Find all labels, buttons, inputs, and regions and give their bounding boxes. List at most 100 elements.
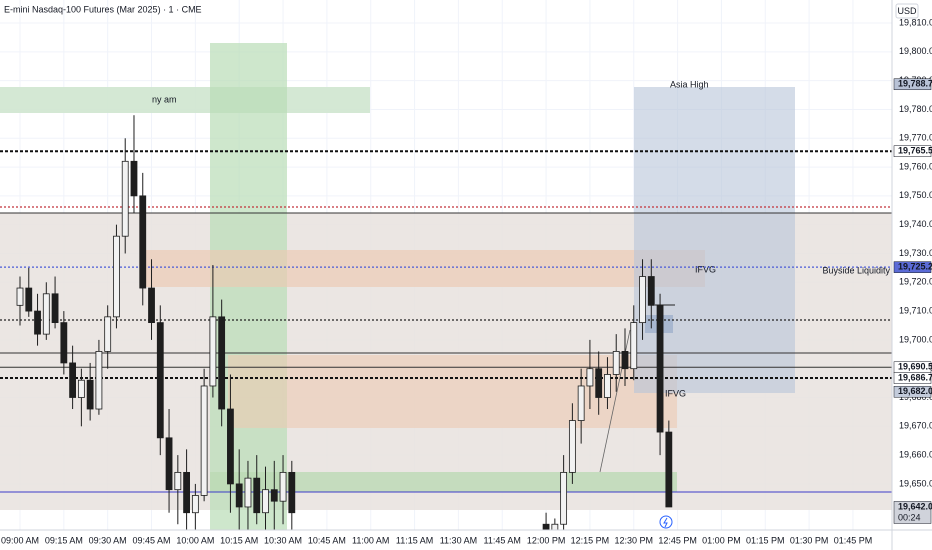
y-tick-label: 19,700.00: [899, 334, 932, 344]
x-tick-label: 10:45 AM: [308, 535, 346, 545]
candle-body: [604, 374, 611, 398]
candle-body: [200, 385, 208, 496]
axis-labels: 19,810.0019,800.0019,790.0019,780.0019,7…: [1, 17, 932, 545]
candle-body: [69, 362, 77, 398]
drawings: ny am IFVG IFVG Asia High: [0, 43, 892, 530]
currency: USD: [897, 6, 917, 16]
candle-body: [95, 351, 103, 410]
x-tick-label: 10:30 AM: [264, 535, 302, 545]
x-tick-label: 11:00 AM: [352, 535, 389, 545]
event-icon[interactable]: [659, 515, 673, 529]
session-box: [0, 87, 370, 113]
price-tag-label: 19,642.00: [898, 501, 932, 511]
x-tick-label: 09:15 AM: [45, 535, 83, 545]
candle-body: [42, 293, 50, 335]
candle-body: [639, 276, 646, 324]
candle-body: [60, 322, 68, 364]
level-note: Buyside Liquidity: [822, 266, 890, 276]
event-icon-bolt: [663, 517, 668, 528]
x-tick-label: 12:45 PM: [658, 535, 697, 545]
candle-body: [86, 379, 94, 410]
candles: [16, 115, 673, 530]
chart-title: E-mini Nasdaq-100 Futures (Mar 2025) · 1…: [4, 4, 202, 14]
candle-body: [262, 489, 269, 514]
price-axis: [892, 0, 932, 550]
candle-body: [174, 471, 182, 491]
price-tag: [893, 501, 932, 524]
y-tick-label: 19,710.00: [899, 305, 932, 315]
candle-body: [244, 477, 252, 508]
candle-body: [113, 235, 120, 318]
price-tag: [893, 372, 932, 384]
candle-body: [253, 477, 261, 514]
candle-body: [121, 160, 129, 237]
annotation: ny am: [152, 94, 177, 104]
x-tick-label: 10:15 AM: [220, 535, 258, 545]
candle-body: [191, 495, 199, 514]
price-tag-label: 19,788.75: [898, 79, 932, 89]
candle-body: [77, 379, 85, 398]
price-tag: [893, 145, 932, 157]
candle-body: [551, 523, 559, 530]
price-tag-label: 19,686.75: [898, 372, 932, 382]
annotation: IFVG: [695, 264, 716, 274]
x-tick-label: 11:45 AM: [484, 535, 521, 545]
y-tick-label: 19,720.00: [899, 277, 932, 287]
x-tick-label: 12:00 PM: [527, 535, 566, 545]
candle-body: [568, 420, 576, 473]
candle-body: [16, 287, 24, 306]
currency-button[interactable]: [895, 3, 919, 19]
x-tick-label: 11:15 AM: [396, 535, 433, 545]
candle-body: [51, 293, 59, 324]
price-levels: Buyside Liquidity: [0, 150, 892, 380]
candle-body: [156, 322, 164, 439]
price-tag-label: 19,765.50: [898, 146, 932, 156]
x-tick-label: 11:30 AM: [440, 535, 477, 545]
price-tag-label: 19,690.50: [898, 362, 932, 372]
price-tag: [893, 385, 932, 398]
countdown: 00:24: [898, 512, 921, 522]
candle-body: [612, 351, 620, 375]
price-tag: [893, 78, 932, 91]
y-tick-label: 19,660.00: [899, 449, 932, 459]
y-tick-label: 19,780.00: [899, 104, 932, 114]
annotation: Asia High: [670, 79, 709, 89]
candle-body: [227, 408, 234, 485]
candle-body: [665, 431, 673, 508]
y-tick-label: 19,800.00: [899, 46, 932, 56]
y-tick-label: 19,670.00: [899, 421, 932, 431]
y-tick-label: 19,770.00: [899, 133, 932, 143]
candle-body: [148, 287, 155, 324]
x-tick-label: 12:30 PM: [614, 535, 653, 545]
y-tick-label: 19,650.00: [899, 478, 932, 488]
candle-body: [647, 276, 655, 306]
x-tick-label: 12:15 PM: [571, 535, 610, 545]
y-tick-label: 19,760.00: [899, 161, 932, 171]
y-tick-label: 19,740.00: [899, 219, 932, 229]
candle-body: [542, 523, 550, 530]
x-tick-label: 01:00 PM: [702, 535, 741, 545]
candle-body: [279, 471, 287, 502]
price-tag-label: 19,682.00: [898, 386, 932, 396]
x-tick-label: 09:30 AM: [89, 535, 127, 545]
candle-body: [34, 310, 41, 335]
annotation: IFVG: [665, 388, 686, 398]
x-tick-label: 09:45 AM: [133, 535, 171, 545]
candle-body: [139, 195, 147, 289]
y-tick-label: 19,730.00: [899, 248, 932, 258]
candle-body: [656, 304, 664, 433]
y-tick-label: 19,750.00: [899, 190, 932, 200]
candle-body: [288, 471, 296, 514]
candle-body: [25, 287, 33, 312]
gap-box: [145, 250, 705, 287]
candle-body: [577, 385, 585, 421]
candle-body: [165, 437, 173, 491]
price-tag-label: 19,725.25: [898, 262, 932, 272]
candle-body: [621, 351, 629, 370]
candle-body: [270, 489, 278, 502]
candle-body: [235, 483, 243, 508]
x-tick-label: 09:00 AM: [1, 535, 39, 545]
candle-body: [595, 368, 603, 398]
candle-body: [560, 471, 568, 525]
